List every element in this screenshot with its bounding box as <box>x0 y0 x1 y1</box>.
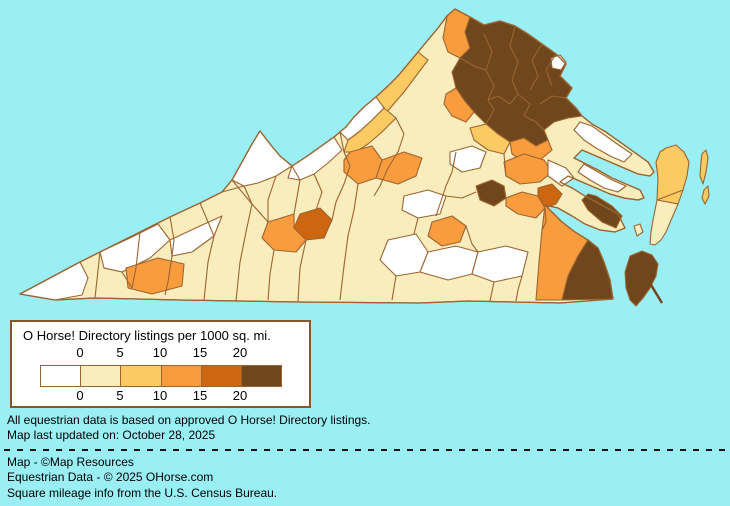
legend-swatch <box>41 366 81 386</box>
county-border-line <box>339 131 345 153</box>
county-border-line <box>656 189 684 201</box>
legend-swatch <box>120 366 161 386</box>
legend-swatch <box>200 366 241 386</box>
county-border-line <box>297 239 307 302</box>
county-border-line <box>267 175 277 222</box>
county-region <box>573 121 633 163</box>
county-border-line <box>529 43 543 91</box>
county-border-line <box>199 202 215 301</box>
legend-swatch <box>240 366 282 386</box>
county-region <box>577 163 627 193</box>
legend-tick-label: 15 <box>192 345 208 360</box>
dashed-separator <box>4 449 726 451</box>
county-region <box>469 123 511 155</box>
county-region <box>125 257 185 295</box>
county-region <box>699 149 709 185</box>
data-credit: Equestrian Data - © 2025 OHorse.com <box>7 470 214 484</box>
county-border-line <box>459 57 487 71</box>
county-region <box>537 183 563 209</box>
legend-tick-label: 10 <box>152 345 168 360</box>
county-region <box>443 87 475 123</box>
county-border-line <box>435 151 457 217</box>
county-border-line <box>445 191 477 199</box>
county-border-line <box>231 179 269 223</box>
county-border-line <box>267 249 275 301</box>
county-region <box>261 213 307 253</box>
legend-title: O Horse! Directory listings per 1000 sq.… <box>23 328 271 343</box>
county-border-line <box>545 53 557 87</box>
county-region <box>505 191 546 219</box>
county-border-line <box>503 153 507 177</box>
county-border-line <box>391 275 397 301</box>
last-updated-note: Map last updated on: October 28, 2025 <box>7 428 216 442</box>
virginia-map-svg <box>19 8 710 307</box>
county-region <box>375 151 423 185</box>
county-border-line <box>539 95 567 105</box>
county-border-line <box>373 117 405 197</box>
county-border-line <box>313 173 323 211</box>
county-border-line <box>221 185 253 302</box>
legend-tick-label: 10 <box>152 388 168 403</box>
county-border-line <box>164 216 175 296</box>
legend: O Horse! Directory listings per 1000 sq.… <box>10 320 311 408</box>
county-border-line <box>485 93 545 131</box>
county-border-line <box>291 165 301 215</box>
county-region <box>427 215 467 247</box>
county-border-line <box>339 183 359 301</box>
legend-tick-label: 5 <box>116 345 124 360</box>
legend-tick-label: 0 <box>76 345 84 360</box>
county-region <box>633 223 644 237</box>
county-region <box>449 145 487 173</box>
virginia-county-choropleth-map <box>19 8 710 307</box>
legend-tick-label: 20 <box>232 345 248 360</box>
county-border-line <box>509 25 519 95</box>
map-credit: Map - ©Map Resources <box>7 455 134 469</box>
county-border-line <box>413 217 419 235</box>
county-region <box>547 159 575 187</box>
legend-tick-label: 15 <box>192 388 208 403</box>
legend-color-scale <box>40 365 282 387</box>
county-border-line <box>103 267 133 289</box>
legend-tick-label: 20 <box>232 388 248 403</box>
county-region <box>624 250 659 307</box>
census-credit: Square mileage info from the U.S. Census… <box>7 486 278 500</box>
county-border-line <box>465 225 479 253</box>
county-region <box>550 54 567 71</box>
county-region <box>343 145 383 185</box>
county-region <box>503 153 553 185</box>
county-border-line <box>131 231 141 289</box>
legend-ticks-bottom: 0 5 10 15 20 <box>12 388 309 403</box>
legend-swatch <box>80 366 121 386</box>
county-region <box>19 261 89 301</box>
county-region <box>701 185 710 205</box>
legend-ticks-top: 0 5 10 15 20 <box>12 345 309 360</box>
county-region <box>401 189 447 219</box>
bay-bridge-strand <box>646 279 664 304</box>
county-region <box>581 193 623 229</box>
county-region <box>649 199 679 246</box>
legend-swatch <box>160 366 201 386</box>
data-disclaimer: All equestrian data is based on approved… <box>7 413 371 427</box>
county-border-line <box>94 251 101 299</box>
legend-tick-label: 0 <box>76 388 84 403</box>
county-border-line <box>331 151 351 221</box>
county-border-line <box>515 275 523 302</box>
county-region <box>471 245 529 283</box>
county-border-line <box>489 281 495 302</box>
county-border-line <box>541 207 547 231</box>
legend-tick-label: 5 <box>116 388 124 403</box>
state-outline-stroke <box>19 8 655 304</box>
county-region <box>655 144 690 205</box>
